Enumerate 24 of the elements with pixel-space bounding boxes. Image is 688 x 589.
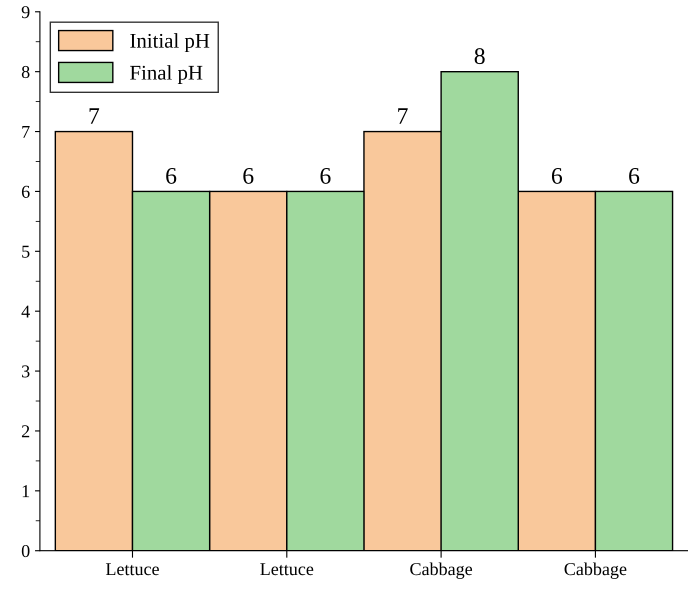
data-label: 6 <box>629 168 640 184</box>
data-label: 6 <box>552 168 562 184</box>
legend-label: Initial pH <box>130 33 210 52</box>
x-tick-label: Lettuce <box>106 563 159 576</box>
data-label: 7 <box>398 108 408 124</box>
y-tick-label: 3 <box>22 365 30 378</box>
y-tick-label: 9 <box>22 6 30 18</box>
y-tick-label: 6 <box>22 186 30 198</box>
data-label: 6 <box>320 168 331 184</box>
data-label: 6 <box>243 168 254 184</box>
x-tick-label: Lettuce <box>260 563 314 576</box>
y-tick-label: 8 <box>22 66 30 78</box>
y-tick-label: 1 <box>22 485 30 498</box>
y-tick-label: 2 <box>22 425 30 438</box>
x-tick-label: Cabbage <box>564 562 626 579</box>
y-tick-label: 5 <box>22 246 30 258</box>
data-label: 6 <box>166 168 176 184</box>
legend-label: Final pH <box>130 65 202 84</box>
y-tick-label: 0 <box>22 544 30 558</box>
data-label: 7 <box>90 108 100 124</box>
data-label: 8 <box>474 48 485 64</box>
x-tick-label: Cabbage <box>410 562 472 579</box>
y-tick-label: 4 <box>22 306 30 318</box>
y-tick-label: 7 <box>22 126 30 138</box>
